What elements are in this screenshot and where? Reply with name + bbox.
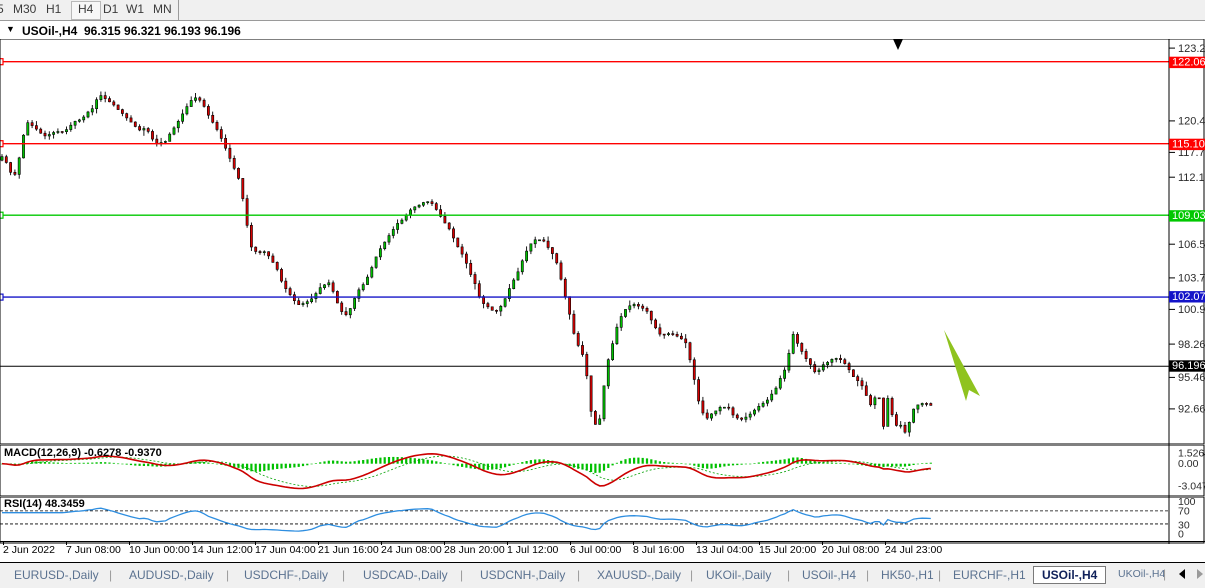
svg-text:-3.0474: -3.0474 — [1178, 481, 1205, 493]
svg-text:RSI(14) 48.3459: RSI(14) 48.3459 — [4, 498, 85, 510]
svg-text:100.980: 100.980 — [1178, 304, 1205, 316]
svg-text:98.260: 98.260 — [1178, 339, 1205, 351]
svg-text:115.10: 115.10 — [1172, 139, 1205, 151]
svg-text:109.03: 109.03 — [1172, 210, 1205, 222]
svg-text:95.460: 95.460 — [1178, 372, 1205, 384]
svg-text:102.07: 102.07 — [1172, 291, 1205, 303]
svg-text:123.220: 123.220 — [1178, 43, 1205, 55]
svg-text:106.580: 106.580 — [1178, 239, 1205, 251]
svg-text:103.780: 103.780 — [1178, 273, 1205, 285]
svg-text:96.196: 96.196 — [1172, 360, 1205, 372]
svg-text:122.06: 122.06 — [1172, 57, 1205, 69]
svg-text:112.100: 112.100 — [1178, 172, 1205, 184]
svg-text:70: 70 — [1178, 506, 1190, 518]
svg-text:120.420: 120.420 — [1178, 116, 1205, 128]
svg-text:0.00: 0.00 — [1178, 458, 1199, 470]
svg-text:MACD(12,26,9) -0.6278 -0.9370: MACD(12,26,9) -0.6278 -0.9370 — [4, 447, 162, 459]
svg-text:92.660: 92.660 — [1178, 404, 1205, 416]
svg-text:0: 0 — [1178, 529, 1184, 541]
